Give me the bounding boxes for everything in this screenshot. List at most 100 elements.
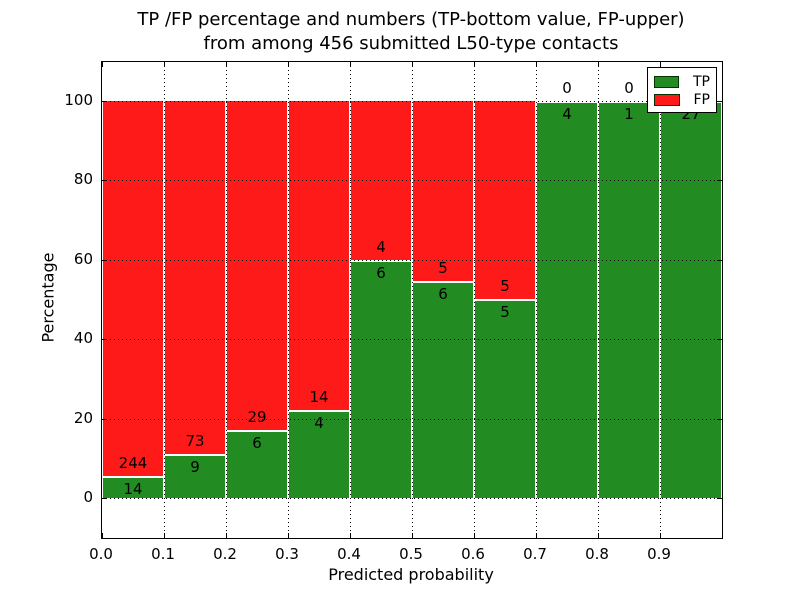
x-gridline [535, 62, 537, 538]
fp-value-label: 5 [500, 277, 510, 296]
y-tick [102, 180, 107, 181]
x-tick [598, 62, 599, 67]
fp-bar-segment [474, 100, 536, 300]
x-tick [288, 533, 289, 538]
fp-value-label: 0 [562, 78, 572, 97]
x-tick-label: 0.5 [399, 545, 423, 563]
x-gridline [597, 62, 599, 538]
x-tick [226, 62, 227, 67]
fp-value-label: 244 [118, 454, 148, 473]
y-tick [102, 100, 107, 102]
x-tick [288, 62, 289, 67]
fp-value-label: 5 [438, 259, 448, 278]
x-gridline [349, 62, 351, 538]
x-tick [474, 533, 475, 538]
x-tick [536, 62, 537, 67]
y-gridline [102, 418, 722, 420]
y-tick [717, 259, 722, 261]
x-tick [474, 62, 475, 67]
y-gridline [102, 259, 722, 261]
tp-value-label: 4 [562, 104, 572, 123]
y-tick [102, 498, 107, 499]
tp-value-label: 9 [190, 458, 200, 477]
fp-value-label: 4 [376, 237, 386, 256]
x-axis-label: Predicted probability [328, 565, 494, 584]
y-gridline [102, 498, 722, 499]
legend: TP FP [647, 67, 717, 113]
x-tick-label: 0.3 [275, 545, 299, 563]
fp-bar-segment [226, 100, 288, 430]
plot-area: TP FP 244147392961444656550401027 [101, 61, 723, 539]
tp-value-label: 6 [252, 433, 262, 452]
tp-bar-segment [536, 100, 598, 498]
tp-bar-segment [412, 281, 474, 498]
fp-value-label: 73 [185, 432, 205, 451]
tp-value-label: 1 [624, 104, 634, 123]
chart-title-line2: from among 456 submitted L50-type contac… [203, 33, 619, 54]
tp-legend-swatch [654, 76, 679, 88]
chart-title: TP /FP percentage and numbers (TP-bottom… [111, 8, 711, 56]
y-axis-label: Percentage [38, 252, 58, 343]
x-gridline [163, 62, 165, 538]
x-tick [536, 533, 537, 538]
fp-legend-swatch [654, 94, 680, 106]
y-tick [717, 180, 722, 181]
x-tick-label: 0.1 [151, 545, 175, 563]
x-tick [598, 533, 599, 538]
tp-bar-segment [350, 259, 412, 498]
x-tick-label: 0.2 [213, 545, 237, 563]
x-tick [164, 533, 165, 538]
x-tick-label: 0.6 [461, 545, 485, 563]
x-tick [102, 62, 103, 67]
y-tick [717, 418, 722, 420]
y-tick-label: 100 [64, 90, 93, 109]
legend-label-fp: FP [693, 92, 711, 108]
x-gridline [473, 62, 475, 538]
fp-bar-segment [288, 100, 350, 410]
x-tick-label: 0.0 [89, 545, 113, 563]
x-tick [164, 62, 165, 67]
y-tick [717, 339, 722, 340]
tp-value-label: 4 [314, 413, 324, 432]
y-tick [717, 100, 722, 102]
tp-bar-segment [288, 409, 350, 498]
x-tick [412, 533, 413, 538]
x-gridline [659, 62, 661, 538]
fp-bar-segment [412, 100, 474, 282]
y-tick-label: 20 [73, 408, 93, 427]
x-tick [660, 62, 661, 67]
legend-label-tp: TP [693, 74, 710, 90]
x-gridline [287, 62, 289, 538]
x-tick [226, 533, 227, 538]
x-tick [660, 533, 661, 538]
y-tick [102, 418, 107, 420]
x-gridline [411, 62, 413, 538]
legend-item-fp: FP [654, 91, 710, 109]
tp-value-label: 6 [438, 285, 448, 304]
fp-value-label: 0 [624, 78, 634, 97]
chart-title-line1: TP /FP percentage and numbers (TP-bottom… [137, 9, 685, 30]
x-tick-label: 0.7 [523, 545, 547, 563]
x-tick-label: 0.4 [337, 545, 361, 563]
y-tick [102, 339, 107, 340]
x-tick-label: 0.9 [647, 545, 671, 563]
fp-value-label: 14 [309, 387, 329, 406]
x-tick-label: 0.8 [585, 545, 609, 563]
legend-item-tp: TP [654, 73, 710, 91]
tp-bar-segment [598, 100, 660, 498]
tp-bar-segment [474, 299, 536, 498]
y-gridline [102, 339, 722, 340]
x-gridline [225, 62, 227, 538]
x-tick [350, 533, 351, 538]
y-tick-label: 40 [73, 329, 93, 347]
x-tick [102, 533, 103, 538]
tp-value-label: 14 [123, 480, 143, 499]
x-tick [412, 62, 413, 67]
fp-bar-segment [102, 100, 164, 477]
y-gridline [102, 100, 722, 102]
y-tick-label: 60 [73, 249, 93, 268]
y-gridline [102, 180, 722, 181]
fp-value-label: 29 [247, 407, 267, 426]
y-tick [717, 498, 722, 499]
